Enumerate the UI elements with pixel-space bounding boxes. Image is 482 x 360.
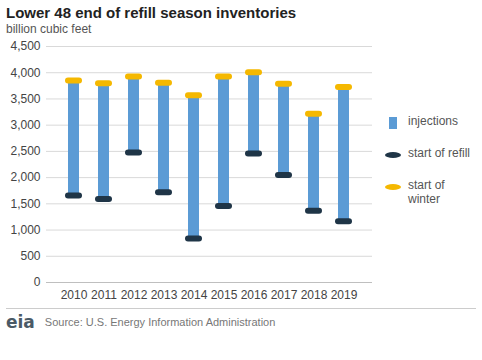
svg-text:2016: 2016 [241, 288, 268, 302]
html-text:Source: U.S. Energy Informatio: Source: U.S. Energy Information Administ… [44, 316, 276, 328]
svg-text:2017: 2017 [271, 288, 298, 302]
html-text:Lower 48 end of refill season: Lower 48 end of refill season inventorie… [6, 4, 297, 21]
html-text:billion cubic feet: billion cubic feet [6, 22, 92, 36]
svg-text:2019: 2019 [331, 288, 358, 302]
svg-text:1,500: 1,500 [10, 197, 40, 211]
svg-text:2011: 2011 [91, 288, 117, 302]
svg-text:2,500: 2,500 [10, 144, 40, 158]
svg-text:0: 0 [34, 275, 41, 289]
svg-text:4,500: 4,500 [10, 39, 40, 53]
svg-text:500: 500 [20, 249, 40, 263]
svg-text:2,000: 2,000 [10, 170, 40, 184]
svg-text:1,000: 1,000 [10, 223, 40, 237]
svg-text:2013: 2013 [151, 288, 178, 302]
html-text:injections: injections [408, 114, 458, 128]
svg-text:2012: 2012 [121, 288, 148, 302]
html-text:eia: eia [6, 312, 35, 332]
svg-text:3,500: 3,500 [10, 92, 40, 106]
html-text:start of winter: start of winter [408, 178, 445, 206]
svg-text:2010: 2010 [61, 288, 88, 302]
svg-text:2014: 2014 [181, 288, 208, 302]
svg-text:4,000: 4,000 [10, 66, 40, 80]
svg-text:2015: 2015 [211, 288, 238, 302]
svg-text:2018: 2018 [301, 288, 328, 302]
svg-text:3,000: 3,000 [10, 118, 40, 132]
html-text:start of refill: start of refill [408, 146, 470, 160]
